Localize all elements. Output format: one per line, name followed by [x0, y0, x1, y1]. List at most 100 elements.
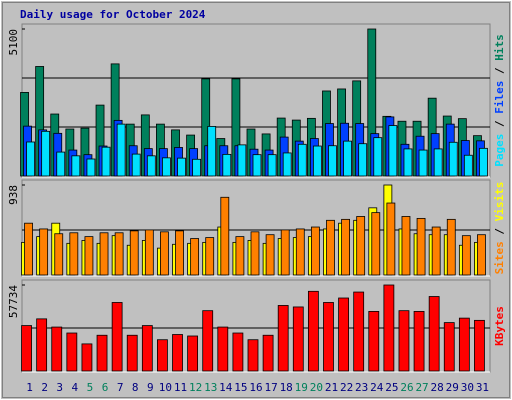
- bar: [358, 143, 368, 177]
- bar: [388, 125, 398, 177]
- bar: [141, 325, 153, 372]
- bar: [99, 232, 109, 276]
- bar: [446, 218, 456, 276]
- bar: [433, 148, 443, 177]
- bar: [418, 149, 428, 177]
- bar: [51, 326, 63, 372]
- bar: [220, 196, 230, 276]
- bar: [353, 291, 365, 372]
- bar: [338, 297, 349, 372]
- bar: [111, 302, 123, 372]
- bar: [101, 146, 111, 177]
- bar: [403, 148, 413, 177]
- x-tick-label: 7: [117, 381, 124, 394]
- bar: [356, 216, 366, 276]
- bar: [202, 310, 214, 372]
- bar: [24, 222, 33, 276]
- x-tick-label: 12: [189, 381, 202, 394]
- bar: [26, 141, 35, 177]
- x-tick-label: 29: [446, 381, 459, 394]
- bar: [328, 145, 337, 177]
- bar: [458, 317, 470, 372]
- bar: [247, 339, 259, 372]
- x-tick-label: 9: [147, 381, 154, 394]
- y-tick-label: 57734: [7, 285, 20, 318]
- bar: [66, 332, 78, 372]
- x-tick-label: 15: [234, 381, 247, 394]
- legend-entry: Visits: [493, 182, 506, 222]
- bar: [222, 153, 232, 177]
- bar: [250, 231, 260, 276]
- bar: [371, 212, 381, 276]
- bar: [237, 144, 247, 177]
- bar: [386, 202, 396, 276]
- legend-entry: Sites: [493, 241, 506, 274]
- bar: [177, 157, 186, 177]
- chart-title: Daily usage for October 2024: [20, 8, 206, 21]
- bar: [477, 234, 486, 276]
- bar: [383, 284, 395, 372]
- bar: [398, 310, 410, 372]
- x-tick-label: 22: [340, 381, 353, 394]
- bar: [292, 306, 304, 372]
- x-tick-label: 3: [56, 381, 63, 394]
- bar: [428, 296, 440, 372]
- x-tick-label: 20: [310, 381, 323, 394]
- x-tick-label: 27: [415, 381, 428, 394]
- bar: [343, 140, 352, 177]
- bar: [207, 126, 217, 177]
- x-tick-label: 1: [26, 381, 33, 394]
- bar: [368, 311, 380, 372]
- bar: [297, 143, 307, 177]
- legend-entry: Pages: [493, 134, 506, 167]
- x-tick-label: 26: [400, 381, 413, 394]
- bar: [126, 334, 138, 372]
- x-tick-label: 21: [325, 381, 338, 394]
- bar: [84, 236, 94, 276]
- bar: [54, 233, 64, 276]
- x-tick-label: 28: [431, 381, 444, 394]
- x-tick-label: 24: [370, 381, 384, 394]
- bar: [461, 235, 471, 276]
- bar: [235, 236, 245, 276]
- bar: [71, 155, 81, 177]
- legend: Sites / Visits: [493, 182, 506, 275]
- bar: [463, 154, 473, 177]
- bar: [86, 158, 96, 177]
- x-tick-label: 5: [87, 381, 94, 394]
- bar: [326, 219, 335, 276]
- bar: [175, 230, 184, 276]
- bar: [295, 228, 305, 276]
- bar: [190, 238, 200, 276]
- bar: [217, 326, 229, 372]
- bar: [280, 229, 290, 276]
- x-tick-label: 2: [41, 381, 48, 394]
- bar: [341, 218, 350, 276]
- x-tick-label: 25: [385, 381, 398, 394]
- x-tick-label: 30: [461, 381, 474, 394]
- x-tick-label: 16: [249, 381, 262, 394]
- x-tick-label: 23: [355, 381, 368, 394]
- bar: [401, 216, 411, 276]
- bar: [413, 311, 425, 372]
- bar: [41, 130, 51, 177]
- bar: [192, 158, 202, 177]
- x-tick-label: 14: [219, 381, 233, 394]
- bar: [162, 157, 171, 177]
- bar: [474, 319, 485, 372]
- y-tick-label: 5100: [7, 29, 20, 56]
- bar: [39, 228, 49, 276]
- bar: [56, 151, 66, 177]
- bar: [416, 217, 426, 276]
- bar: [172, 334, 183, 372]
- legend-entry: Hits: [493, 34, 506, 61]
- bar: [116, 123, 126, 177]
- bar: [448, 141, 458, 177]
- bar: [267, 154, 277, 177]
- x-tick-label: 6: [102, 381, 109, 394]
- bar: [323, 302, 334, 372]
- bar: [232, 332, 244, 372]
- x-tick-label: 31: [476, 381, 489, 394]
- bar: [157, 339, 168, 372]
